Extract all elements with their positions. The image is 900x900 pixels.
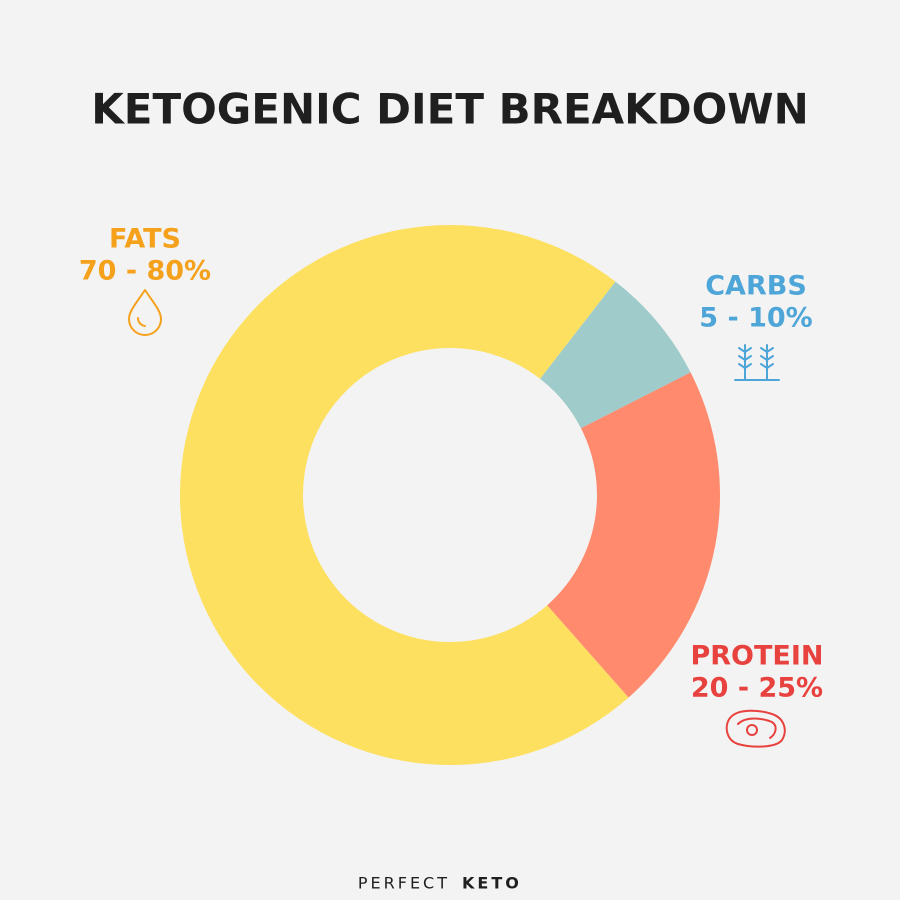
slice xyxy=(540,281,691,429)
slice-label: PROTEIN xyxy=(690,641,823,672)
drop-icon xyxy=(128,289,162,336)
slice xyxy=(547,372,720,698)
footer-brand-bold: KETO xyxy=(462,874,522,893)
slice-value-label: 70 - 80% xyxy=(79,256,211,287)
donut xyxy=(179,224,720,765)
slice-value-label: 20 - 25% xyxy=(691,673,823,704)
chart-title: KETOGENIC DIET BREAKDOWN xyxy=(91,85,809,134)
slice xyxy=(179,224,629,765)
wheat-icon xyxy=(734,344,780,381)
slice-label: FATS xyxy=(109,224,181,255)
footer-brand: PERFECT xyxy=(358,874,450,893)
slice-value-label: 5 - 10% xyxy=(699,303,812,334)
slice-label: CARBS xyxy=(705,271,807,302)
steak-icon xyxy=(725,709,786,748)
